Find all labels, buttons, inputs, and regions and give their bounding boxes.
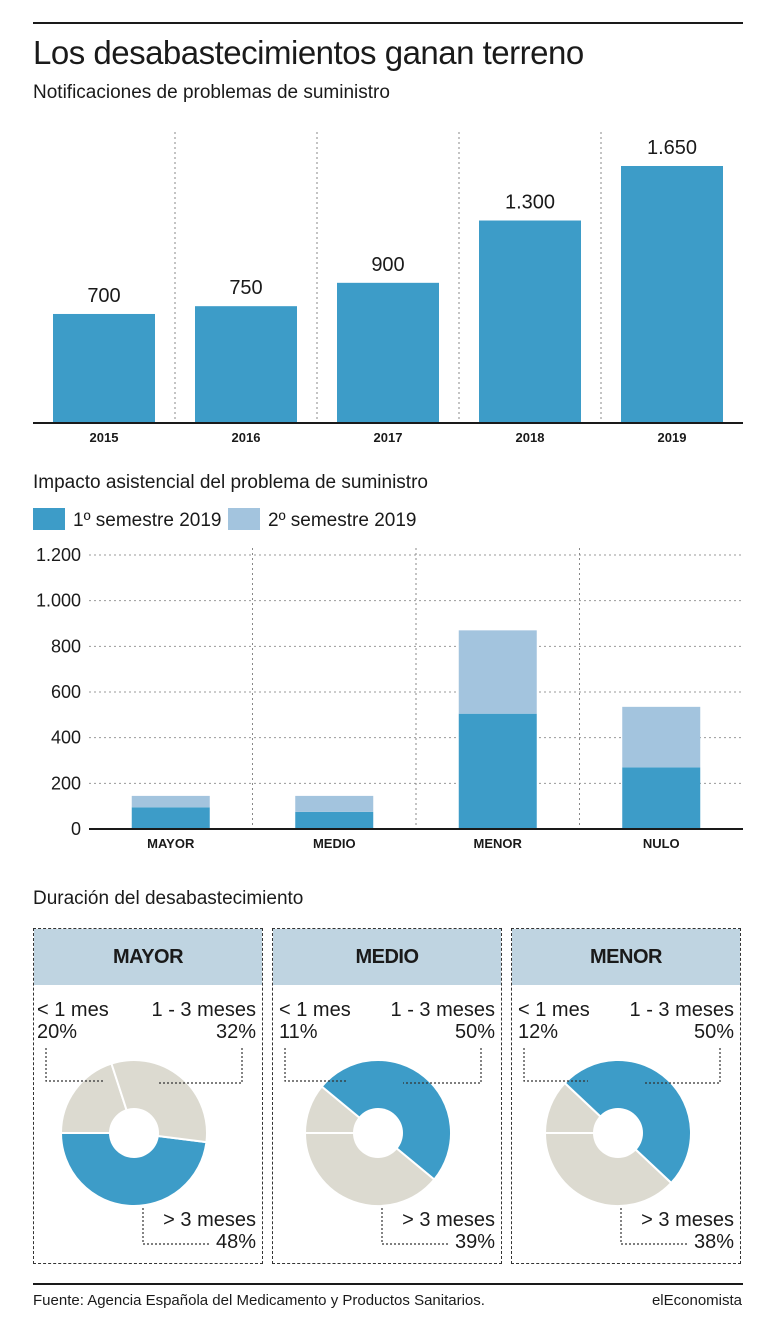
tick-label: 2017 — [374, 430, 403, 445]
tick-label: MEDIO — [313, 836, 356, 851]
page-subtitle: Notificaciones de problemas de suministr… — [33, 82, 390, 103]
donut-hole — [353, 1108, 403, 1158]
bar-segment-MAYOR — [131, 795, 210, 808]
bar-segment-MAYOR — [131, 807, 210, 829]
leader-line-gt3 — [142, 1208, 211, 1245]
source-note: Fuente: Agencia Española del Medicamento… — [33, 1292, 485, 1309]
donut-slice-> 3 meses — [303, 1132, 436, 1207]
footer-rule — [33, 1283, 743, 1285]
y-tick-label: 1.000 — [36, 591, 81, 611]
y-tick-label: 0 — [71, 819, 81, 839]
y-tick-label: 600 — [51, 682, 81, 702]
tick-label: 2018 — [516, 430, 545, 445]
leader-line-gt3 — [620, 1208, 689, 1245]
bar-segment-NULO — [622, 767, 701, 829]
leader-line-lt1 — [523, 1048, 588, 1082]
page-title: Los desabastecimientos ganan terreno — [33, 34, 584, 71]
bar-segment-NULO — [622, 706, 701, 768]
tick-label: 2015 — [90, 430, 119, 445]
value-label: 1.300 — [505, 192, 555, 214]
bar-segment-MENOR — [458, 630, 537, 714]
y-tick-label: 200 — [51, 773, 81, 793]
impact-stacked-chart: 1º semestre 2019 2º semestre 2019 0 200 400 6… — [33, 508, 743, 851]
mid-label: 1 - 3 meses 32% — [151, 999, 256, 1043]
bar-2016 — [195, 306, 297, 423]
tick-label: MENOR — [474, 836, 523, 851]
y-tick-label: 400 — [51, 728, 81, 748]
donut-hole — [593, 1108, 643, 1158]
bar-segment-MEDIO — [295, 795, 374, 812]
donut-panel-mayor: MAYOR < 1 mes 20% 1 - 3 meses 32% > 3 mese… — [33, 928, 263, 1264]
legend-swatch — [228, 508, 260, 530]
mid-label: 1 - 3 meses 50% — [629, 999, 734, 1043]
bar-2015 — [53, 313, 155, 423]
bar-2018 — [479, 220, 581, 423]
y-tick-label: 1.200 — [36, 545, 81, 565]
legend-label: 1º semestre 2019 — [73, 510, 221, 531]
y-tick-label: 800 — [51, 636, 81, 656]
mid-label: 1 - 3 meses 50% — [390, 999, 495, 1043]
impact-section-title: Impacto asistencial del problema de sumi… — [33, 472, 428, 493]
value-label: 1.650 — [647, 137, 697, 159]
lt1-label: < 1 mes 11% — [279, 999, 351, 1043]
bar-segment-MENOR — [458, 713, 537, 829]
donut-panel-title: MEDIO — [273, 929, 501, 985]
donut-slice-> 3 meses — [543, 1132, 673, 1207]
tick-label: 2019 — [658, 430, 687, 445]
value-label: 700 — [87, 285, 120, 307]
gt3-label: > 3 meses 39% — [402, 1209, 495, 1253]
donut-slice-> 3 meses — [59, 1132, 208, 1207]
tick-label: 2016 — [232, 430, 261, 445]
annual-notifications-chart: 700 2015 750 2016 900 2017 1.300 2018 1.650 2019 — [33, 132, 743, 445]
donut-panel-title: MAYOR — [34, 929, 262, 985]
duration-section-title: Duración del desabastecimiento — [33, 888, 304, 909]
leader-line-lt1 — [284, 1048, 348, 1082]
top-rule — [33, 22, 743, 24]
donut-hole — [109, 1108, 159, 1158]
donut-panel-menor: MENOR < 1 mes 12% 1 - 3 meses 50% > 3 mese… — [511, 928, 741, 1264]
bar-2019 — [621, 166, 723, 423]
leader-line-gt3 — [381, 1208, 450, 1245]
bar-2017 — [337, 282, 439, 423]
lt1-label: < 1 mes 12% — [518, 999, 590, 1043]
value-label: 750 — [229, 277, 262, 299]
donut-panel-medio: MEDIO < 1 mes 11% 1 - 3 meses 50% > 3 mese… — [272, 928, 502, 1264]
donut-panel-title: MENOR — [512, 929, 740, 985]
legend-swatch — [33, 508, 65, 530]
donut-slice-< 1 mes — [59, 1062, 136, 1134]
lt1-label: < 1 mes 20% — [37, 999, 109, 1043]
gt3-label: > 3 meses 48% — [163, 1209, 256, 1253]
tick-label: MAYOR — [147, 836, 195, 851]
bar-segment-MEDIO — [295, 811, 374, 829]
tick-label: NULO — [643, 836, 680, 851]
legend-label: 2º semestre 2019 — [268, 510, 416, 531]
leader-line-lt1 — [45, 1048, 104, 1082]
gt3-label: > 3 meses 38% — [641, 1209, 734, 1253]
value-label: 900 — [371, 254, 404, 276]
brand-logo-text: elEconomista — [651, 1292, 742, 1309]
